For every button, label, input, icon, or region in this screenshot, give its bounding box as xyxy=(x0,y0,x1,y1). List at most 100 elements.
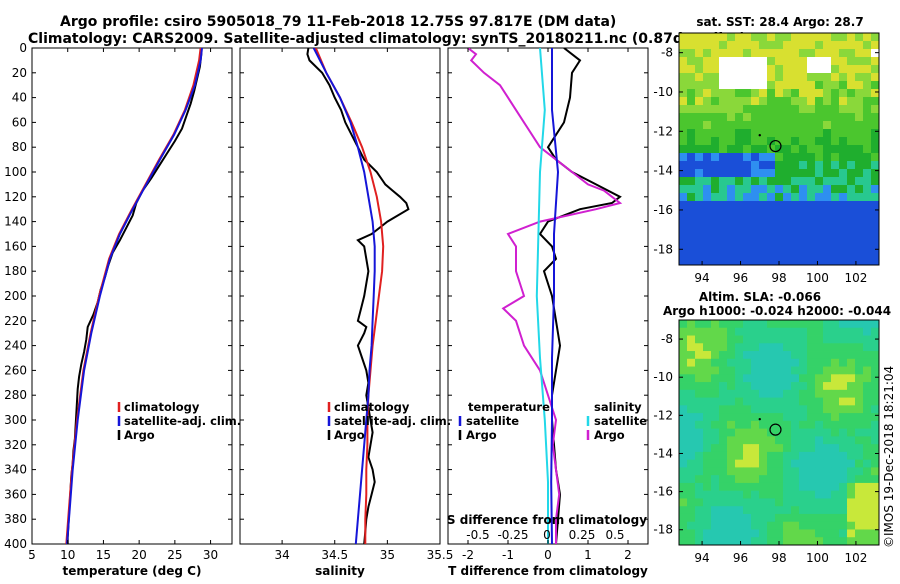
depth-tick-label: 360 xyxy=(4,487,27,501)
map-cell xyxy=(735,335,744,344)
map-cell xyxy=(839,351,848,360)
map-cell xyxy=(871,201,880,210)
map-cell xyxy=(871,413,880,422)
map-cell xyxy=(799,89,808,98)
argo-track-marker xyxy=(758,134,761,137)
map-cell xyxy=(687,335,696,344)
depth-tick-label: 140 xyxy=(4,215,27,229)
map-cell xyxy=(871,529,880,538)
map-cell xyxy=(727,65,736,74)
map-cell xyxy=(703,405,712,414)
map-cell xyxy=(799,209,808,218)
map-cell xyxy=(791,498,800,507)
map-cell xyxy=(735,537,744,546)
map-cell xyxy=(743,113,752,122)
map-cell xyxy=(759,121,768,130)
map-cell xyxy=(727,49,736,58)
map-cell xyxy=(807,428,816,437)
map-cell xyxy=(767,201,776,210)
map-cell xyxy=(815,225,824,234)
map-cell xyxy=(759,428,768,437)
map-cell xyxy=(743,405,752,414)
map-cell xyxy=(751,97,760,106)
map-cell xyxy=(799,366,808,375)
map-cell xyxy=(719,444,728,453)
map-cell xyxy=(679,217,688,226)
map-cell xyxy=(727,97,736,106)
map-cell xyxy=(791,161,800,170)
map-cell xyxy=(839,475,848,484)
map-cell xyxy=(727,33,736,42)
map-cell xyxy=(711,129,720,138)
map-cell xyxy=(687,521,696,530)
map-cell xyxy=(799,459,808,468)
map-cell xyxy=(767,217,776,226)
map-cell xyxy=(775,459,784,468)
map-cell xyxy=(743,257,752,266)
map-cell xyxy=(775,193,784,202)
map-cell xyxy=(735,233,744,242)
map-cell xyxy=(719,521,728,530)
map-cell xyxy=(871,129,880,138)
map-cell xyxy=(815,113,824,122)
map-cell xyxy=(807,145,816,154)
map-cell xyxy=(727,529,736,538)
map-cell xyxy=(863,351,872,360)
map-cell xyxy=(767,249,776,258)
map-cell xyxy=(823,145,832,154)
map-cell xyxy=(815,129,824,138)
map-cell xyxy=(759,257,768,266)
map-cell xyxy=(799,436,808,445)
series-line-argo xyxy=(66,48,203,544)
map-cell xyxy=(807,185,816,194)
map-cell xyxy=(807,241,816,250)
map-cell xyxy=(807,351,816,360)
map-cell xyxy=(767,537,776,546)
depth-tick-label: 380 xyxy=(4,512,27,526)
map-cell xyxy=(791,482,800,492)
map-cell xyxy=(799,241,808,250)
map-cell xyxy=(831,249,840,258)
map-cell xyxy=(783,413,792,422)
map-cell xyxy=(743,389,752,398)
map-cell xyxy=(815,169,824,178)
map-cell xyxy=(839,169,848,178)
x-tick-label: -2 xyxy=(462,548,474,562)
map-cell xyxy=(839,65,848,74)
map-cell xyxy=(727,327,736,336)
legend-climatology: climatology xyxy=(124,400,200,414)
map-cell xyxy=(839,113,848,122)
map-cell xyxy=(799,137,808,146)
map-cell xyxy=(767,209,776,218)
map-cell xyxy=(807,475,816,484)
map-cell xyxy=(703,161,712,170)
map-cell xyxy=(727,177,736,186)
map-cell xyxy=(719,451,728,461)
map-cell xyxy=(759,225,768,234)
map-cell xyxy=(823,490,832,499)
map-cell xyxy=(695,405,704,414)
map-cell xyxy=(799,185,808,194)
map-cell xyxy=(807,521,816,530)
map-cell xyxy=(759,366,768,375)
map-cell xyxy=(791,57,800,66)
map-cell xyxy=(815,153,824,162)
map-cell xyxy=(855,490,864,499)
map-cell xyxy=(751,374,760,383)
map-cell xyxy=(807,451,816,461)
map-cell xyxy=(679,113,688,122)
map-cell xyxy=(775,475,784,484)
map-cell xyxy=(735,73,744,82)
depth-tick-label: 40 xyxy=(12,91,27,105)
map-cell xyxy=(711,444,720,453)
map-cell xyxy=(871,161,880,170)
map-cell xyxy=(783,185,792,194)
map-cell xyxy=(711,65,720,74)
map-cell xyxy=(767,49,776,58)
map-cell xyxy=(743,413,752,422)
map-cell xyxy=(767,257,776,266)
map-cell xyxy=(799,105,808,114)
map-cell xyxy=(791,459,800,468)
map-cell xyxy=(799,405,808,414)
map-cell xyxy=(687,185,696,194)
